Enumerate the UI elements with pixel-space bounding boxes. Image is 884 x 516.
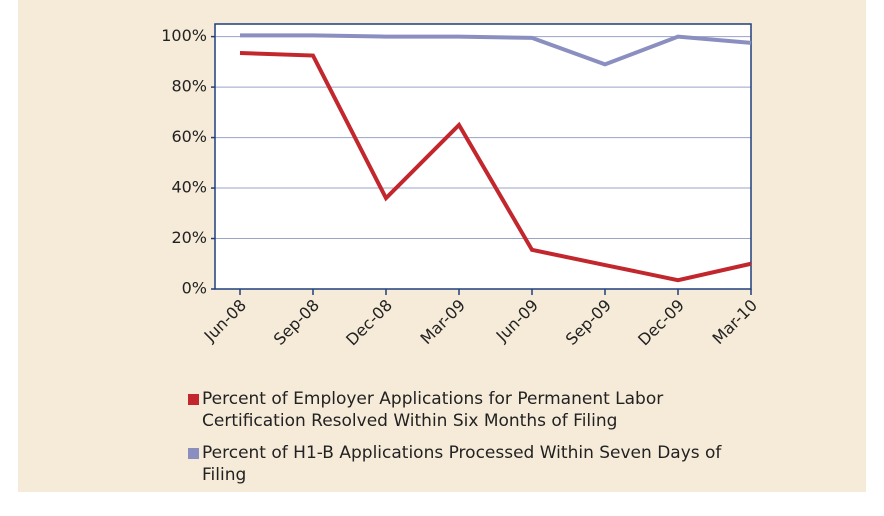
legend: Percent of Employer Applications for Per… bbox=[188, 388, 768, 496]
series-line bbox=[239, 51, 752, 283]
y-tick-label: 40% bbox=[171, 178, 207, 197]
x-tick-label: Sep-08 bbox=[270, 296, 323, 349]
legend-item: Percent of Employer Applications for Per… bbox=[188, 388, 768, 432]
x-tick-label: Mar-09 bbox=[416, 296, 469, 349]
x-tick-label: Jun-09 bbox=[492, 296, 542, 346]
y-tick-label: 60% bbox=[171, 127, 207, 146]
plot-area bbox=[215, 24, 751, 289]
y-tick-label: 20% bbox=[171, 228, 207, 247]
x-tick-label: Dec-08 bbox=[342, 296, 396, 350]
y-tick-label: 100% bbox=[161, 26, 207, 45]
legend-item: Percent of H1-B Applications Processed W… bbox=[188, 442, 768, 486]
y-tick-label: 80% bbox=[171, 77, 207, 96]
plot-border bbox=[214, 23, 752, 290]
legend-swatch bbox=[188, 394, 199, 405]
x-tick-label: Dec-09 bbox=[634, 296, 688, 350]
x-tick-label: Sep-09 bbox=[562, 296, 615, 349]
legend-label: Percent of H1-B Applications Processed W… bbox=[202, 443, 722, 485]
legend-swatch bbox=[188, 448, 199, 459]
y-tick-label: 0% bbox=[182, 279, 207, 298]
series-line bbox=[240, 33, 752, 67]
legend-label: Percent of Employer Applications for Per… bbox=[202, 389, 664, 431]
x-tick-label: Jun-08 bbox=[200, 296, 250, 346]
x-tick-label: Mar-10 bbox=[708, 296, 761, 349]
